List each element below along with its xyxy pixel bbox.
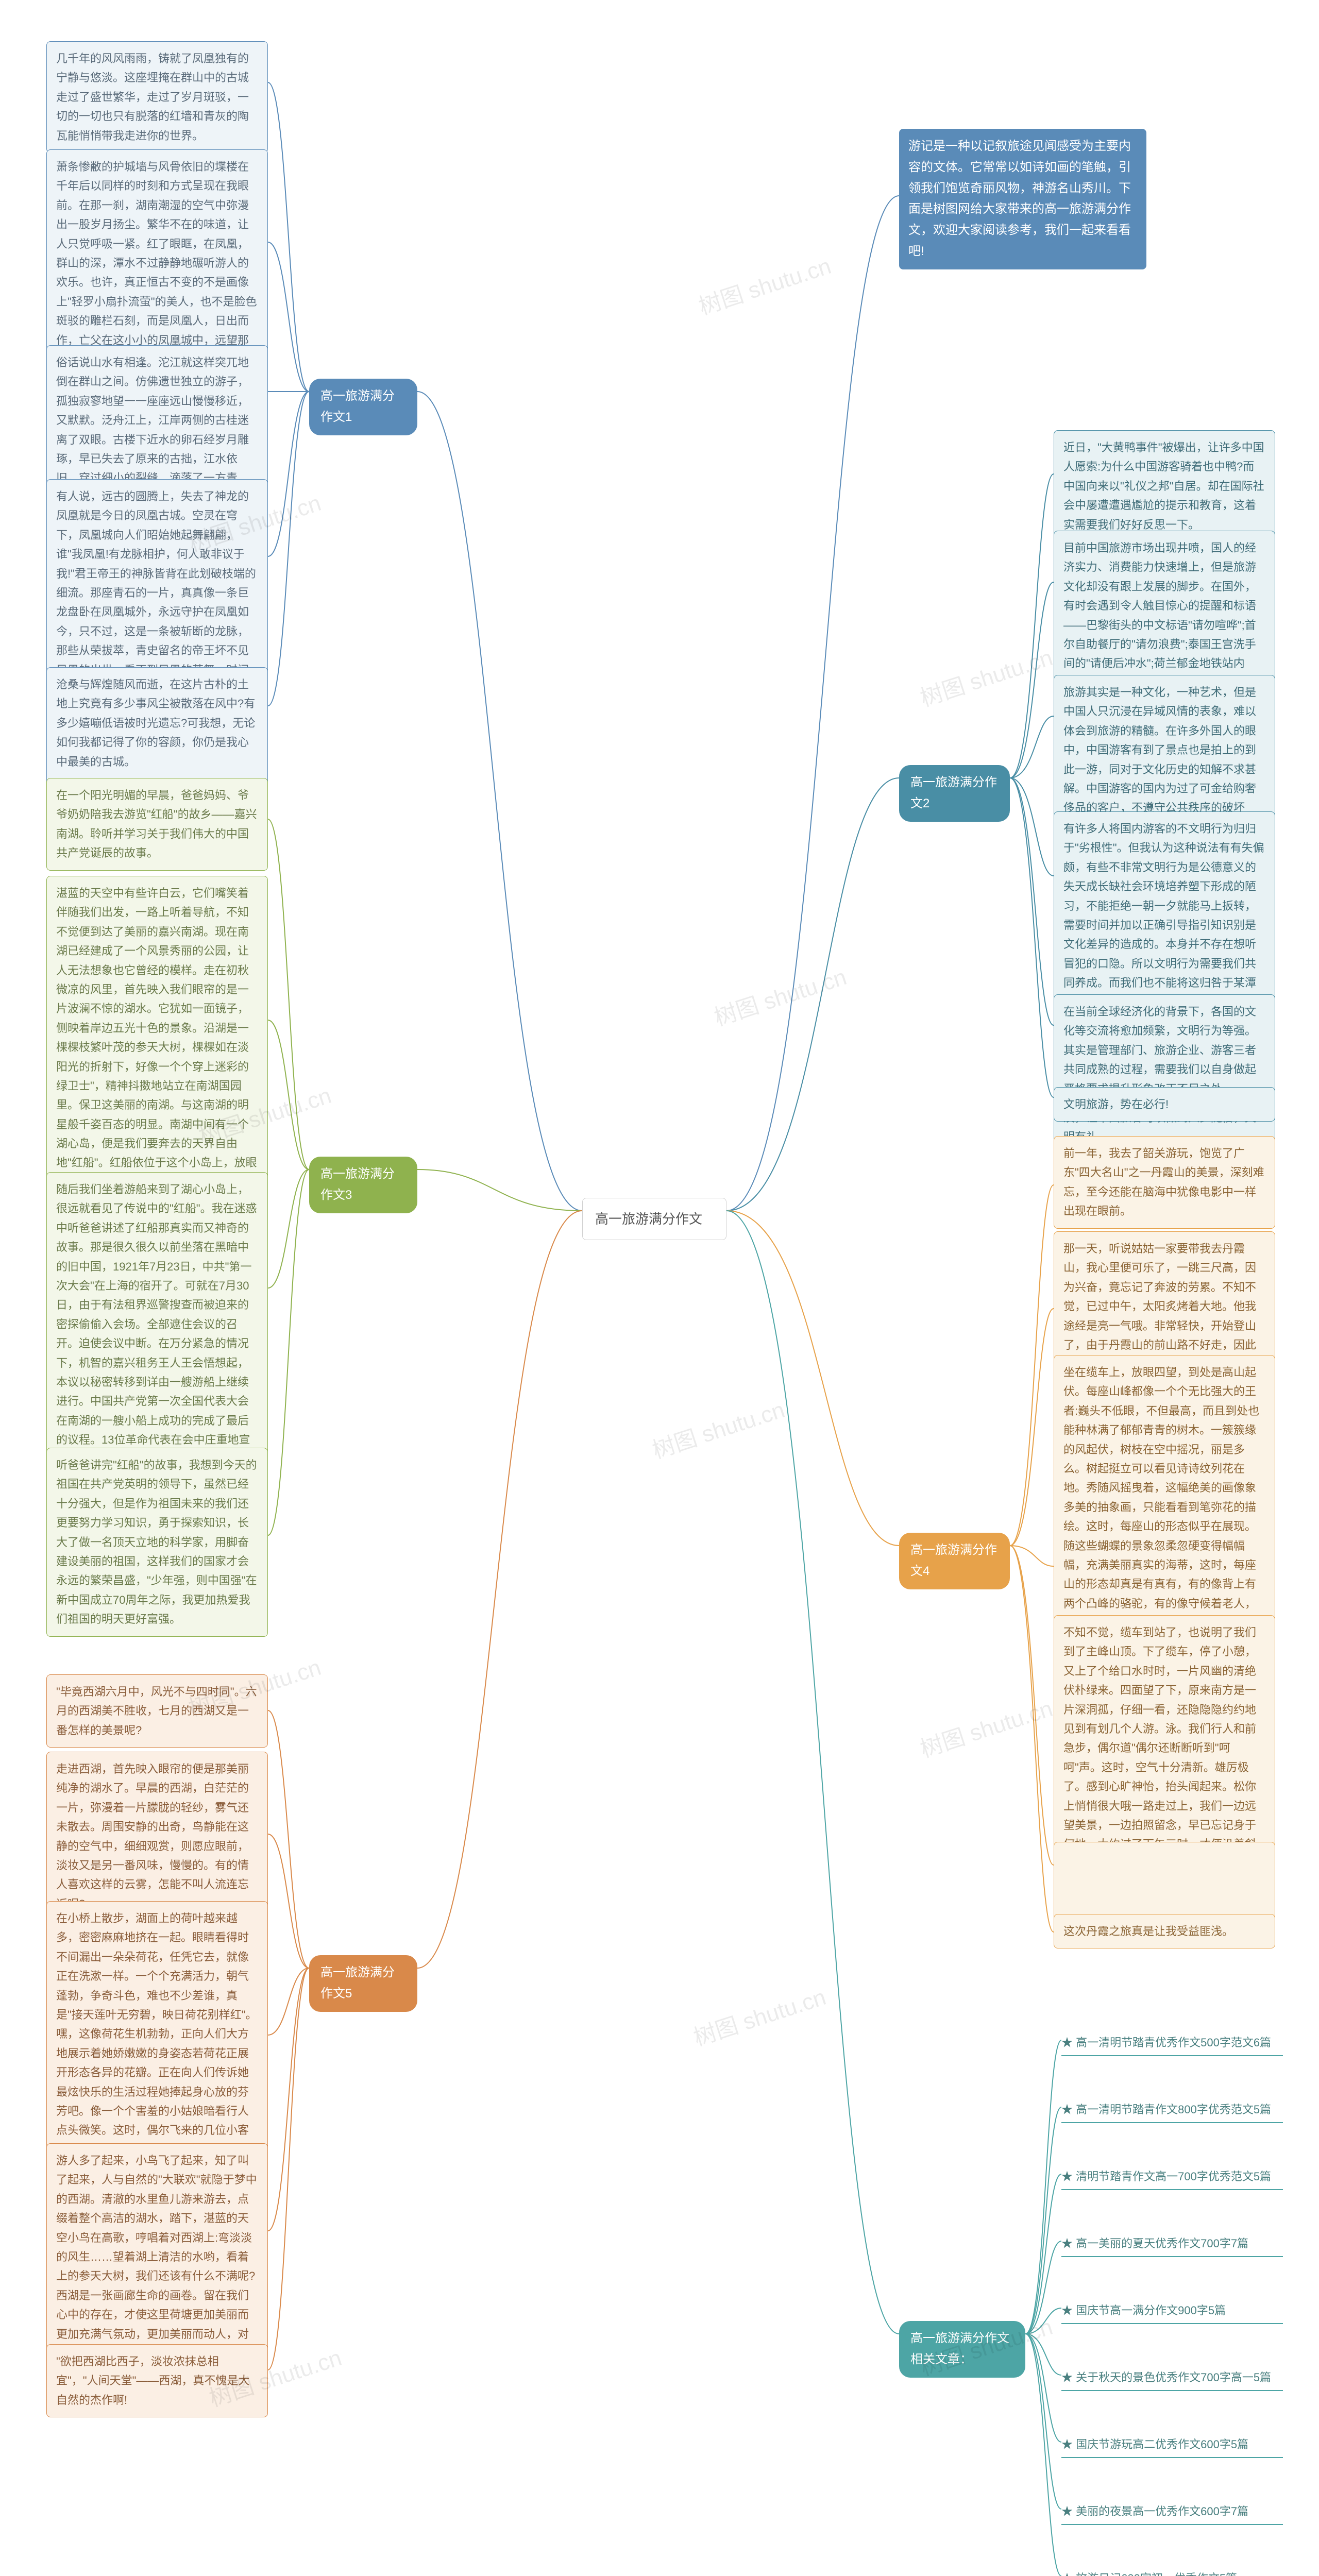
text-leaf[interactable]: 不知不觉，缆车到站了，也说明了我们到了主峰山顶。下了缆车，停了小憩，又上了个给口… xyxy=(1054,1615,1275,1881)
section-node[interactable]: 高一旅游满分作文相关文章： xyxy=(899,2321,1025,2378)
text-leaf[interactable]: 文明旅游，势在必行! xyxy=(1054,1087,1275,1122)
text-leaf[interactable]: 听爸爸讲完"红船"的故事，我想到今天的祖国在共产党英明的领导下，虽然已经十分强大… xyxy=(46,1448,268,1637)
text-leaf[interactable]: "欲把西湖比西子，淡妆浓抹总相宜"，"人间天堂"——西湖，真不愧是大自然的杰作啊… xyxy=(46,2344,268,2417)
watermark: 树图 shutu.cn xyxy=(648,1391,788,1465)
section-node[interactable]: 高一旅游满分作文4 xyxy=(899,1533,1010,1589)
section-node[interactable]: 高一旅游满分作文3 xyxy=(309,1157,417,1213)
watermark: 树图 shutu.cn xyxy=(694,247,835,321)
section-node[interactable]: 高一旅游满分作文2 xyxy=(899,765,1010,822)
link-leaf[interactable]: ★ 清明节踏青作文高一700字优秀范文5篇 xyxy=(1061,2164,1283,2190)
link-leaf[interactable]: ★ 美丽的夜景高一优秀作文600字7篇 xyxy=(1061,2499,1283,2525)
watermark: 树图 shutu.cn xyxy=(916,1690,1056,1764)
text-leaf[interactable]: 这次丹霞之旅真是让我受益匪浅。 xyxy=(1054,1914,1275,1948)
text-leaf[interactable]: 游人多了起来，小鸟飞了起来，知了叫了起来，人与自然的"大联欢"就隐于梦中的西湖。… xyxy=(46,2143,268,2370)
link-leaf[interactable]: ★ 国庆节高一满分作文900字5篇 xyxy=(1061,2298,1283,2324)
text-leaf[interactable]: 在一个阳光明媚的早晨，爸爸妈妈、爷爷奶奶陪我去游览"红船"的故乡——嘉兴南湖。聆… xyxy=(46,778,268,871)
link-leaf[interactable]: ★ 关于秋天的景色优秀作文700字高一5篇 xyxy=(1061,2365,1283,2391)
text-leaf[interactable]: 走进西湖，首先映入眼帘的便是那美丽纯净的湖水了。早晨的西湖，白茫茫的一片，弥漫着… xyxy=(46,1752,268,1921)
intro-node[interactable]: 游记是一种以记叙旅途见闻感受为主要内容的文体。它常常以如诗如画的笔触，引领我们饱… xyxy=(899,129,1146,269)
link-leaf[interactable]: ★ 国庆节游玩高二优秀作文600字5篇 xyxy=(1061,2432,1283,2458)
link-leaf[interactable]: ★ 旅游日记600字初一优秀作文5篇 xyxy=(1061,2566,1283,2576)
link-leaf[interactable]: ★ 高一清明节踏青作文800字优秀范文5篇 xyxy=(1061,2097,1283,2123)
link-leaf[interactable]: ★ 高一清明节踏青优秀作文500字范文6篇 xyxy=(1061,2030,1283,2056)
mindmap-stage: 高一旅游满分作文 游记是一种以记叙旅途见闻感受为主要内容的文体。它常常以如诗如画的… xyxy=(0,0,1319,2576)
text-leaf[interactable]: "毕竟西湖六月中，风光不与四时同"。六月的西湖美不胜收，七月的西湖又是一番怎样的… xyxy=(46,1674,268,1748)
link-leaf[interactable]: ★ 高一美丽的夏天优秀作文700字7篇 xyxy=(1061,2231,1283,2257)
text-leaf[interactable]: 萧条惨敝的护城墙与风骨依旧的堞楼在千年后以同样的时刻和方式呈现在我眼前。在那一刹… xyxy=(46,149,268,377)
section-node[interactable]: 高一旅游满分作文5 xyxy=(309,1955,417,2012)
section-node[interactable]: 高一旅游满分作文1 xyxy=(309,379,417,435)
watermark: 树图 shutu.cn xyxy=(689,1978,830,2052)
watermark: 树图 shutu.cn xyxy=(709,958,850,1032)
text-leaf[interactable]: 几千年的风风雨雨，铸就了凤凰独有的宁静与悠淡。这座埋掩在群山中的古城走过了盛世繁… xyxy=(46,41,268,153)
text-leaf[interactable]: 前一年，我去了韶关游玩，饱览了广东"四大名山"之一丹霞山的美景，深刻难忘，至今还… xyxy=(1054,1136,1275,1229)
root-node[interactable]: 高一旅游满分作文 xyxy=(582,1198,726,1240)
watermark: 树图 shutu.cn xyxy=(916,639,1056,713)
text-leaf[interactable]: 近日，"大黄鸭事件"被爆出，让许多中国人愿索:为什么中国游客骑着也中鸭?而中国向… xyxy=(1054,430,1275,542)
